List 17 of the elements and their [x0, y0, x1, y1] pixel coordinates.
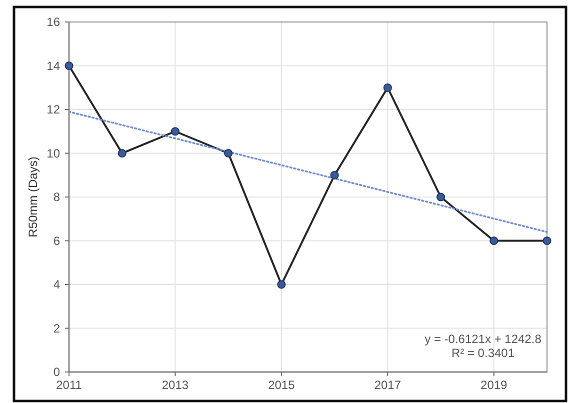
y-tick-label: 14: [46, 58, 60, 73]
y-tick-label: 16: [46, 15, 60, 30]
y-tick-label: 4: [53, 278, 60, 292]
y-tick-label: 8: [53, 190, 60, 204]
annotation: R² = 0.3401: [451, 346, 515, 360]
y-tick-label: 6: [53, 234, 60, 248]
x-tick-label: 2015: [268, 378, 296, 392]
x-tick-label: 2017: [374, 378, 402, 392]
x-tick-label: 2019: [480, 378, 508, 392]
y-tick-label: 12: [46, 102, 60, 117]
x-tick-label: 2013: [162, 378, 189, 392]
x-tick-label: 2011: [56, 378, 82, 392]
y-tick-label: 10: [46, 146, 60, 160]
y-tick-label: 2: [53, 321, 60, 336]
annotation: y = -0.6121x + 1242.8: [424, 332, 542, 346]
y-tick-label: 0: [53, 365, 60, 380]
y-axis-title: R50mm (Days): [26, 156, 40, 238]
